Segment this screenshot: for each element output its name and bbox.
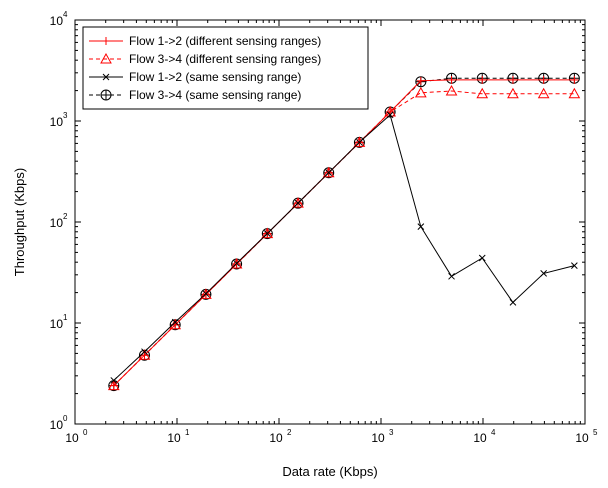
x-marker [294,199,302,207]
x-marker-b [448,272,455,280]
triangle-marker [100,52,112,64]
x-marker [540,270,548,277]
x-marker-b [478,254,486,262]
plus-marker [570,75,579,84]
y-tick-label: 10 [50,14,64,28]
legend-label: Flow 1->2 (different sensing ranges) [129,34,321,48]
x-tick-exponent: 3 [389,428,394,437]
x-marker [386,111,394,119]
y-tick-exponent: 3 [63,111,68,120]
x-marker [110,377,118,384]
x-tick-label: 10 [167,431,181,445]
triangle-marker [568,87,581,99]
x-marker [571,262,578,269]
x-marker-b [110,377,118,384]
y-axis-label: Throughput (Kbps) [12,168,27,276]
series-4 [108,72,580,392]
circle-marker [100,89,112,101]
x-tick-label: 10 [371,431,385,445]
series-line [113,79,575,386]
x-axis-label: Data rate (Kbps) [282,464,377,479]
series-line [113,113,575,381]
plus-marker [416,76,425,85]
legend-entry-2: Flow 3->4 (different sensing ranges) [89,52,321,66]
plus-marker [109,381,118,390]
x-marker-b [386,111,394,119]
x-marker-b [141,348,148,356]
x-marker [233,259,240,267]
x-marker-b [233,259,240,267]
x-marker-b [417,223,425,230]
x-marker-b [263,230,271,237]
x-tick-label: 10 [473,431,487,445]
y-tick-label: 10 [50,418,64,432]
legend-entry-1: Flow 1->2 (different sensing ranges) [89,34,321,48]
x-tick-exponent: 1 [185,428,190,437]
x-marker-b [325,169,333,177]
x-tick-label: 10 [65,431,79,445]
plus-marker [539,75,548,84]
x-marker-b [102,73,110,81]
legend-entry-4: Flow 3->4 (same sensing range) [89,88,301,102]
x-marker [478,254,486,262]
x-tick-exponent: 5 [593,428,598,437]
y-tick-label: 10 [50,317,64,331]
x-marker [325,169,333,177]
series-2 [107,85,581,391]
x-marker-b [202,290,210,298]
legend-box [82,26,369,110]
x-marker [102,73,110,81]
legend-entry-3: Flow 1->2 (same sensing range) [89,70,301,84]
x-marker [417,223,425,230]
series-line [113,77,575,386]
x-marker [263,230,271,237]
legend-label: Flow 3->4 (different sensing ranges) [129,52,321,66]
series-1 [109,75,579,390]
legend-label: Flow 3->4 (same sensing range) [129,88,301,102]
x-tick-exponent: 4 [491,428,496,437]
triangle-marker [507,87,519,99]
x-tick-label: 10 [269,431,283,445]
triangle-marker [414,86,427,98]
y-tick-label: 10 [50,216,64,230]
y-tick-exponent: 1 [63,313,68,322]
x-tick-exponent: 0 [83,428,88,437]
x-marker [509,299,517,306]
x-marker [356,138,363,146]
series-3 [110,111,578,384]
x-marker [448,272,455,280]
plus-marker [102,37,110,45]
plus-marker [447,75,456,84]
x-marker-b [294,199,302,207]
x-marker-b [356,138,363,146]
x-marker [202,290,210,298]
axis-ticks: 10 0 10 1 10 2 10 3 10 4 10 510 010 110 210 310 4 [50,10,598,445]
triangle-marker [537,87,550,99]
y-tick-exponent: 4 [63,10,68,19]
triangle-marker [445,85,458,96]
plus-marker [140,351,149,360]
y-tick-label: 10 [50,115,64,129]
x-tick-label: 10 [575,431,589,445]
x-marker-b [571,262,578,269]
x-marker-b [171,318,179,326]
x-marker [141,348,148,356]
legend-label: Flow 1->2 (same sensing range) [129,70,301,84]
y-tick-exponent: 2 [63,212,68,221]
x-marker-b [540,270,548,277]
plus-marker [508,75,517,84]
legend: Flow 1->2 (different sensing ranges) Flow… [82,26,369,110]
x-marker-b [509,299,517,306]
plus-marker [478,75,487,84]
x-marker [171,318,179,326]
x-tick-exponent: 2 [287,428,292,437]
series-line [113,90,575,386]
triangle-marker [476,87,489,99]
data-series [107,72,581,392]
y-tick-exponent: 0 [63,414,68,423]
